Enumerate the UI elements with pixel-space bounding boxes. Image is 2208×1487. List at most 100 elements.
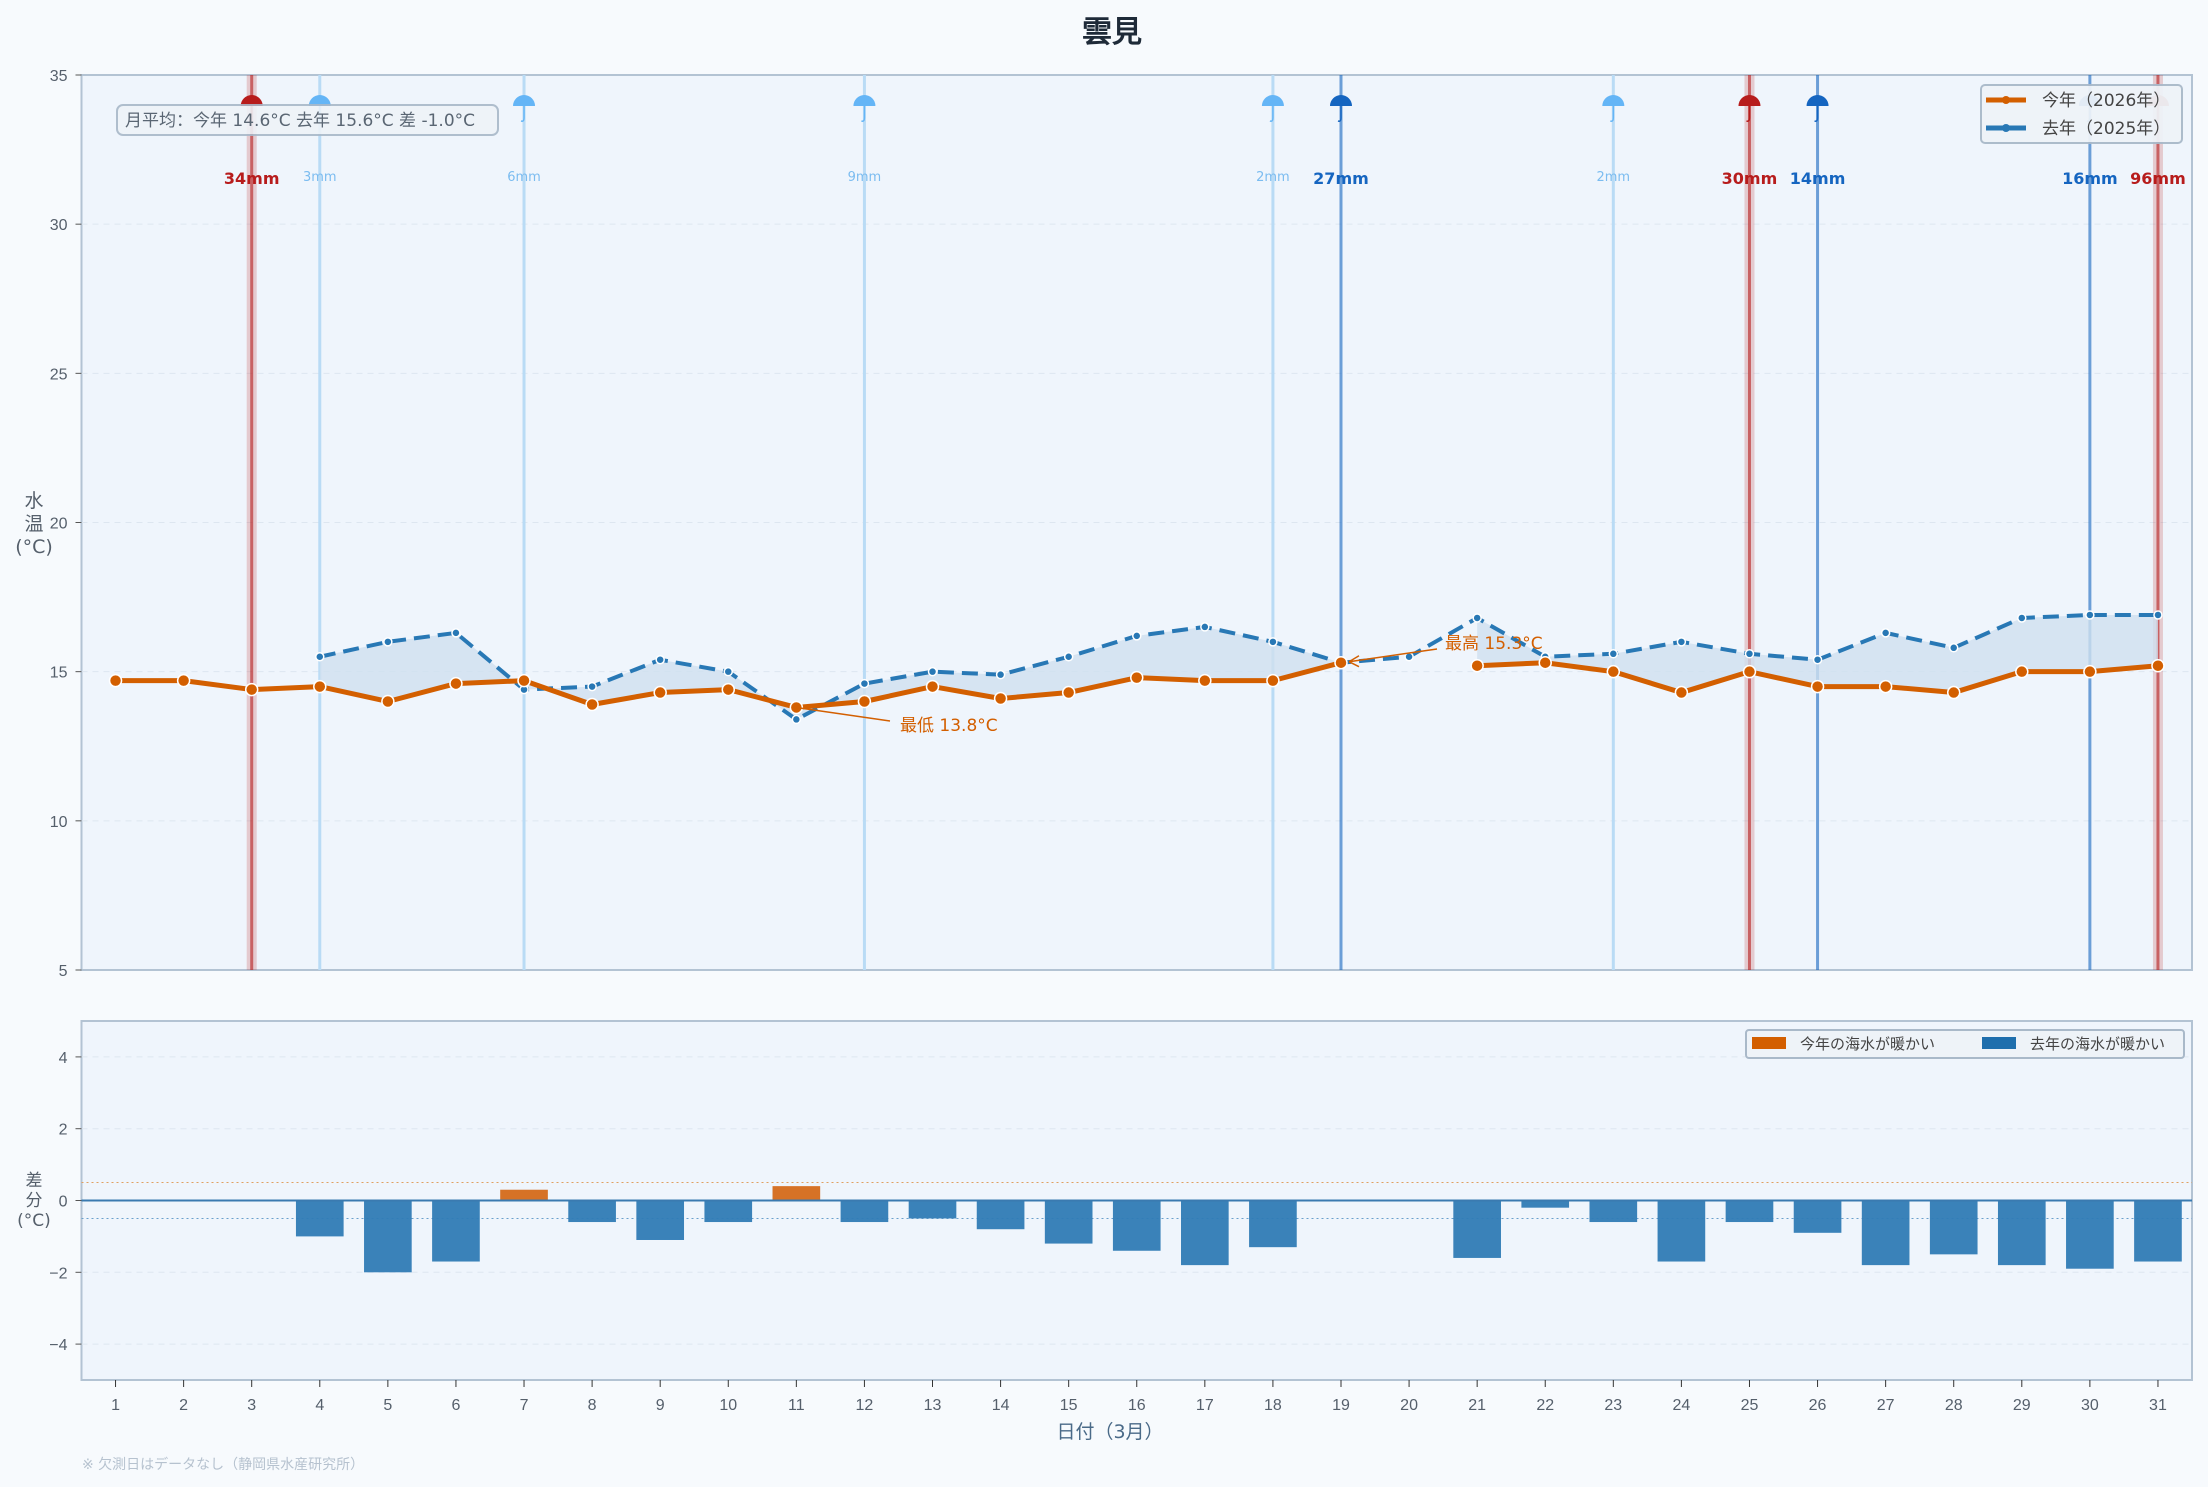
- x-tick-label: 22: [1536, 1397, 1554, 1414]
- umbrella-handle: [1337, 106, 1342, 122]
- this-year-point: [449, 676, 463, 691]
- summary-box: [116, 104, 499, 136]
- difference-bar: [1249, 1200, 1297, 1248]
- x-tick-label: 30: [2081, 1397, 2099, 1414]
- y-axis-label-3: (°C): [17, 1211, 51, 1231]
- last-year-point: [1744, 649, 1755, 659]
- y-tick-label: 15: [50, 665, 68, 682]
- x-tick-label: 20: [1400, 1397, 1418, 1414]
- x-tick-label: 26: [1809, 1397, 1827, 1414]
- this-year-point: [1946, 685, 1961, 700]
- max-annotation: 最高 15.3°C: [1445, 634, 1543, 654]
- this-year-point: [1742, 664, 1757, 679]
- difference-bar: [1793, 1200, 1842, 1233]
- umbrella-icon: [513, 95, 536, 122]
- x-tick-label: 27: [1877, 1397, 1895, 1414]
- this-year-point: [517, 673, 531, 688]
- temperature-panel: 5 10 15 20 25 30 35 水温(°C) 34mm 3mm 6mm 9mm 2mm 27mm 2…: [15, 68, 2193, 980]
- x-tick-label: 5: [383, 1397, 392, 1414]
- x-tick-label: 19: [1332, 1397, 1350, 1414]
- x-tick-label: 17: [1196, 1397, 1214, 1414]
- this-year-point: [176, 673, 191, 688]
- x-tick-label: 24: [1672, 1397, 1690, 1414]
- this-year-point: [1061, 685, 1076, 700]
- rain-label: 16mm: [2062, 169, 2118, 188]
- last-year-point: [1200, 622, 1210, 632]
- rain-label: 9mm: [848, 170, 882, 185]
- this-year-point: [313, 679, 327, 694]
- umbrella-canopy: [1806, 95, 1829, 106]
- x-tick-label: 1: [111, 1397, 120, 1414]
- x-tick-label: 10: [719, 1397, 737, 1414]
- umbrella-icon: [1806, 95, 1829, 122]
- difference-panel: 420−2−4差分(°C)1 2 3 4 5 6 7 8 9 10 11 12 13 14 15 16 17 18…: [17, 1020, 2193, 1414]
- last-year-point: [1880, 628, 1891, 638]
- this-year-point: [993, 691, 1008, 706]
- difference-bar: [704, 1200, 753, 1223]
- this-year-point: [1878, 679, 1893, 694]
- difference-bar: [908, 1200, 957, 1219]
- difference-bar: [500, 1189, 548, 1201]
- difference-bar: [2134, 1200, 2182, 1262]
- rain-label: 96mm: [2130, 169, 2186, 188]
- x-tick-label: 15: [1060, 1397, 1078, 1414]
- this-year-point: [1810, 679, 1825, 694]
- x-tick-label: 9: [656, 1397, 665, 1414]
- this-year-point: [244, 682, 259, 697]
- y-tick-label: 5: [59, 963, 68, 980]
- x-tick-label: 8: [588, 1397, 597, 1414]
- x-tick-label: 14: [992, 1397, 1010, 1414]
- rain-label: 2mm: [1597, 170, 1631, 185]
- footnote: ※ 欠測日はデータなし（静岡県水産研究所）: [82, 1456, 364, 1473]
- x-tick-label: 11: [788, 1397, 805, 1414]
- difference-bar: [1181, 1200, 1229, 1266]
- difference-bar: [1044, 1200, 1093, 1244]
- rain-label: 14mm: [1790, 169, 1846, 188]
- legend-swatch: [1752, 1037, 1786, 1049]
- this-year-point: [1198, 673, 1212, 688]
- x-tick-label: 21: [1468, 1397, 1486, 1414]
- last-year-point: [723, 666, 734, 677]
- this-year-point: [1130, 670, 1144, 685]
- legend-label: 去年（2025年）: [2042, 119, 2170, 139]
- umbrella-handle: [861, 106, 866, 122]
- difference-bar: [1589, 1200, 1638, 1223]
- x-tick-label: 2: [179, 1397, 188, 1414]
- this-year-point: [108, 673, 123, 688]
- min-annotation-line: [796, 706, 891, 722]
- this-year-point: [585, 697, 599, 712]
- umbrella-handle: [520, 106, 525, 122]
- umbrella-icon: [1261, 95, 1284, 122]
- last-year-point: [1676, 637, 1687, 647]
- rain-label: 2mm: [1256, 170, 1290, 185]
- rain-label: 34mm: [224, 169, 280, 188]
- legend-swatch: [1982, 1037, 2016, 1049]
- difference-bar: [636, 1200, 685, 1240]
- umbrella-icon: [853, 95, 876, 122]
- umbrella-canopy: [853, 95, 876, 106]
- this-year-point: [1674, 685, 1689, 700]
- last-year-point: [655, 654, 665, 665]
- x-tick-label: 12: [856, 1397, 874, 1414]
- this-year-point: [2151, 658, 2165, 673]
- x-tick-label: 31: [2149, 1397, 2167, 1414]
- last-year-point: [383, 637, 393, 647]
- last-year-line: [319, 612, 2158, 722]
- legend-box: [1745, 1029, 2185, 1059]
- difference-bar: [1453, 1200, 1501, 1258]
- this-year-point: [721, 682, 736, 697]
- this-year-point: [2015, 664, 2029, 679]
- difference-bar: [568, 1200, 616, 1223]
- umbrella-canopy: [1602, 95, 1625, 106]
- last-year-point: [1472, 613, 1482, 623]
- this-year-point: [381, 694, 395, 709]
- difference-bar: [1929, 1200, 1978, 1255]
- this-year-point: [1538, 655, 1552, 670]
- last-year-point: [927, 666, 938, 677]
- y-tick-label: 0: [59, 1194, 68, 1211]
- x-tick-label: 28: [1945, 1397, 1963, 1414]
- difference-bar: [1861, 1200, 1910, 1266]
- this-year-point: [1470, 658, 1484, 673]
- this-year-point: [1334, 655, 1348, 670]
- this-year-point: [1266, 673, 1280, 688]
